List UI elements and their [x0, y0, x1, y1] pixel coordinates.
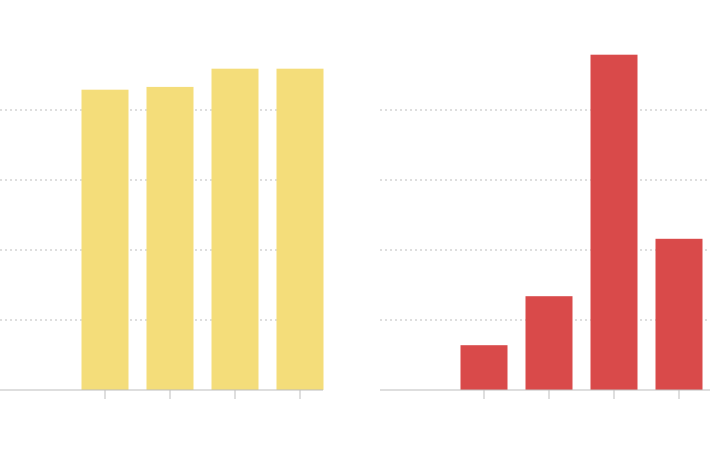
bar: [81, 89, 129, 390]
bar: [590, 54, 638, 390]
bar: [460, 345, 508, 390]
bar: [146, 86, 194, 391]
bar: [655, 238, 703, 390]
bar: [211, 68, 259, 390]
bar: [525, 296, 573, 390]
bar: [276, 68, 324, 390]
